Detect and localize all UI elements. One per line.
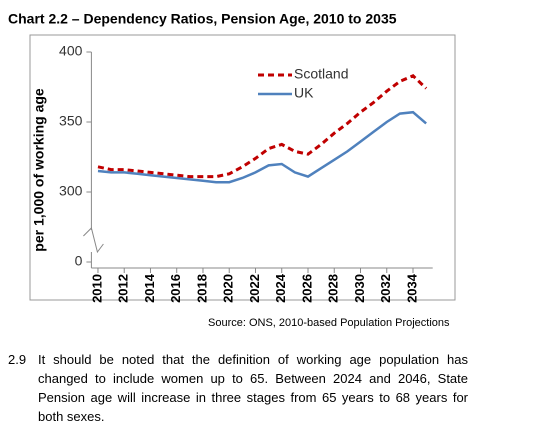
x-tick-label: 2018 (194, 274, 209, 303)
series-line (97, 74, 428, 179)
y-tick-label: 350 (59, 113, 83, 129)
x-tick-label: 2032 (378, 274, 393, 303)
x-tick-label: 2024 (273, 273, 288, 303)
x-tick-label: 2012 (116, 274, 131, 303)
y-tick-label: 400 (59, 43, 83, 59)
x-tick-label: 2030 (352, 274, 367, 303)
axis-break (83, 227, 104, 254)
x-tick-label: 2016 (168, 274, 183, 303)
x-tick-label: 2022 (247, 274, 262, 303)
x-tick-label: 2028 (326, 274, 341, 303)
x-tick-label: 2020 (221, 274, 236, 303)
y-tick-label: 0 (75, 253, 83, 269)
source: Source: ONS, 2010-based Population Proje… (208, 317, 450, 329)
legend-label: UK (294, 85, 314, 101)
x-tick-label: 2034 (404, 273, 419, 303)
x-tick-label: 2026 (299, 274, 314, 303)
legend-label: Scotland (294, 66, 348, 82)
chart-title: Chart 2.2 – Dependency Ratios, Pension A… (8, 11, 397, 27)
paragraph-number: 2.9 (8, 352, 27, 367)
y-tick-label: 300 (59, 183, 83, 199)
y-axis-label: per 1,000 of working age (31, 88, 47, 252)
chart-frame (29, 34, 456, 301)
paragraph-text: It should be noted that the definition o… (38, 352, 468, 424)
x-tick-label: 2010 (89, 274, 104, 303)
series-line (97, 110, 427, 184)
chart: Chart 2.2 – Dependency Ratios, Pension A… (8, 11, 456, 329)
paragraph: 2.9 It should be noted that the definiti… (8, 350, 468, 426)
x-tick-label: 2014 (142, 273, 157, 303)
